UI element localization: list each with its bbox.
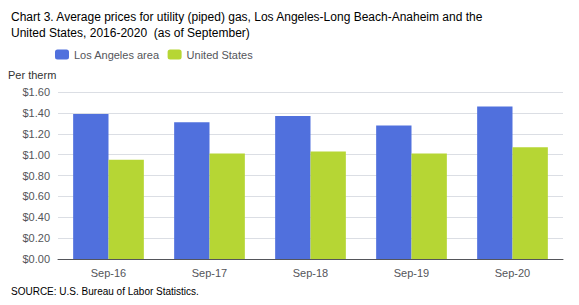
svg-text:$1.40: $1.40 — [22, 107, 50, 119]
svg-text:$0.20: $0.20 — [22, 232, 50, 244]
svg-text:United States, 2016-2020 (as: United States, 2016-2020 (as of Septembe… — [11, 26, 250, 40]
svg-text:Chart 3. Average prices for ut: Chart 3. Average prices for utility (pip… — [11, 10, 483, 24]
svg-text:Sep-19: Sep-19 — [394, 267, 429, 279]
svg-text:$0.40: $0.40 — [22, 211, 50, 223]
svg-text:SOURCE: U.S. Bureau of Labor S: SOURCE: U.S. Bureau of Labor Statistics. — [11, 286, 199, 297]
svg-text:$1.00: $1.00 — [22, 149, 50, 161]
svg-text:Los Angeles area: Los Angeles area — [74, 49, 160, 61]
svg-text:$0.60: $0.60 — [22, 190, 50, 202]
svg-text:$1.60: $1.60 — [22, 86, 50, 98]
svg-text:Sep-17: Sep-17 — [192, 267, 227, 279]
svg-text:United States: United States — [187, 49, 254, 61]
svg-text:Sep-20: Sep-20 — [495, 267, 530, 279]
svg-text:Per therm: Per therm — [8, 69, 56, 81]
svg-text:Sep-16: Sep-16 — [91, 267, 126, 279]
svg-text:Sep-18: Sep-18 — [293, 267, 328, 279]
svg-text:$0.80: $0.80 — [22, 170, 50, 182]
svg-text:$1.20: $1.20 — [22, 128, 50, 140]
svg-text:$0.00: $0.00 — [22, 253, 50, 265]
